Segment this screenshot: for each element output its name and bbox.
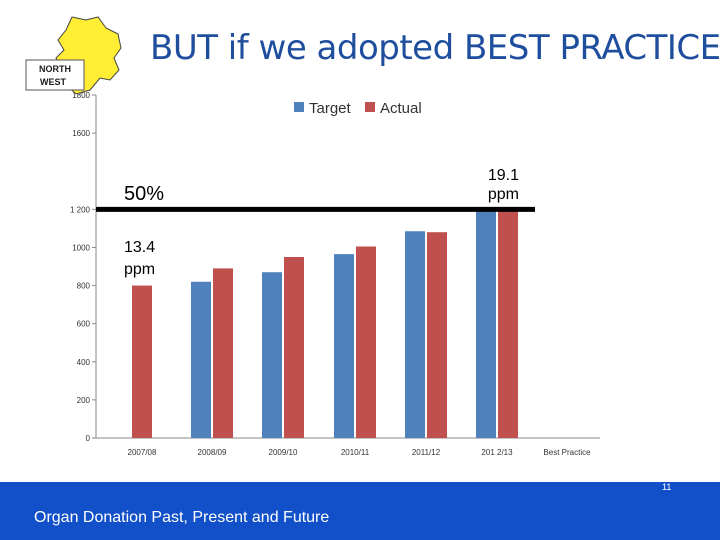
legend-actual-label: Actual (380, 100, 422, 117)
bar-actual (284, 256, 304, 438)
bar-target (405, 231, 425, 438)
chart: 0 200 400 600 800 1000 1 200 1600 1800 2007/08 200… (70, 91, 600, 457)
chart-axes: 0 200 400 600 800 1000 1 200 1600 1800 2007/08 200… (70, 91, 600, 457)
logo-word-north: NORTH (39, 64, 71, 74)
x-tick-label: 2008/09 (198, 448, 227, 457)
x-tick-label: 2010/11 (341, 448, 370, 457)
bar-target (334, 254, 354, 438)
y-tick-label: 200 (77, 396, 91, 405)
legend-target-label: Target (309, 100, 352, 117)
y-tick-label: 800 (77, 282, 91, 291)
bar-actual (427, 232, 447, 438)
chart-legend: Target Actual (294, 100, 422, 117)
slide-title: BUT if we adopted BEST PRACTICE (150, 28, 720, 68)
bar-actual (356, 246, 376, 438)
annotation-rate-low-unit: ppm (124, 261, 155, 278)
annotation-rate-high-unit: ppm (488, 186, 519, 203)
north-west-logo: NORTH WEST (25, 16, 122, 95)
y-tick-label: 600 (77, 320, 91, 329)
bar-actual (213, 268, 233, 438)
annotation-rate-low-value: 13.4 (124, 239, 155, 256)
y-tick-label: 0 (86, 434, 91, 443)
x-tick-label: 2011/12 (412, 448, 441, 457)
footer-text: Organ Donation Past, Present and Future (34, 509, 330, 526)
bar-target (262, 272, 282, 438)
page-number: 11 (662, 482, 672, 492)
y-tick-label: 1800 (72, 91, 90, 100)
y-tick-label: 1000 (72, 243, 90, 252)
annotation-percent: 50% (124, 183, 164, 205)
legend-actual-swatch (365, 102, 375, 112)
y-tick-label: 1600 (72, 129, 90, 138)
legend-target-swatch (294, 102, 304, 112)
bar-actual (132, 285, 152, 438)
bar-target (191, 281, 211, 438)
y-tick-label: 1 200 (70, 205, 91, 214)
x-tick-label: Best Practice (543, 448, 591, 457)
x-tick-label: 201 2/13 (481, 448, 513, 457)
logo-label-box (25, 59, 85, 91)
logo-word-west: WEST (40, 77, 67, 87)
x-tick-label: 2009/10 (269, 448, 298, 457)
chart-bars (132, 209, 518, 438)
footer-bar: Organ Donation Past, Present and Future … (0, 482, 720, 540)
y-tick-label: 400 (77, 358, 91, 367)
chart-overlay: 50% 13.4 ppm 19.1 ppm (96, 167, 535, 278)
x-tick-label: 2007/08 (128, 448, 157, 457)
bar-target (476, 209, 496, 438)
bar-actual (498, 209, 518, 438)
annotation-rate-high-value: 19.1 (488, 167, 519, 184)
